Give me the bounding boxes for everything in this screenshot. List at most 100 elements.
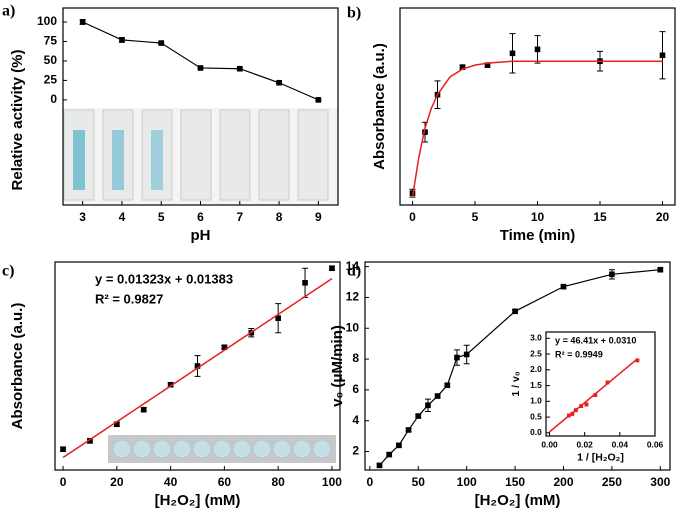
y-tick-label: 75 (44, 34, 58, 48)
data-point (119, 37, 125, 43)
x-tick-label: 5 (472, 210, 479, 224)
plot-frame (545, 331, 656, 437)
y-tick-label: 1.0 (530, 396, 542, 406)
x-tick-label: 3 (79, 210, 86, 224)
x-tick-label: 20 (656, 210, 670, 224)
series-line (411, 60, 663, 198)
data-point (197, 65, 204, 71)
data-point (221, 344, 228, 351)
series-line (82, 21, 319, 101)
x-tick-label: 20 (110, 475, 124, 489)
data-point (194, 363, 201, 369)
well (172, 439, 192, 459)
annotation: R² = 0.9949 (555, 349, 603, 359)
y-axis-title: Absorbance (a.u.) (9, 303, 26, 430)
series-line (62, 278, 333, 459)
x-tick-label: 80 (271, 475, 285, 489)
data-point (484, 62, 491, 68)
data-point (405, 427, 412, 433)
data-point (415, 413, 422, 419)
data-point (512, 308, 518, 315)
data-point (315, 97, 322, 103)
data-point (635, 358, 640, 363)
y-tick-label: 10 (346, 320, 360, 334)
plot-frame (54, 261, 341, 471)
x-tick-label: 0 (60, 475, 67, 489)
x-tick-label: 0 (366, 475, 373, 489)
blue-solution (151, 130, 163, 190)
data-point (275, 315, 281, 321)
data-point (560, 283, 567, 290)
well (152, 439, 172, 459)
x-axis-title: 1 / [H₂O₂] (577, 451, 624, 463)
well (112, 439, 132, 459)
x-tick-label: 0.02 (577, 439, 594, 449)
x-tick-label: 60 (218, 475, 232, 489)
data-point (87, 438, 93, 444)
data-point (276, 79, 282, 86)
y-axis-title: 1 / v₀ (510, 371, 522, 396)
well (312, 439, 332, 459)
x-tick-label: 0.06 (647, 439, 664, 449)
data-point (376, 462, 383, 469)
y-tick-label: 1.5 (530, 380, 542, 390)
y-tick-label: 2.0 (530, 364, 542, 374)
data-point (609, 271, 615, 278)
x-tick-label: 4 (119, 210, 126, 224)
data-point (509, 50, 516, 57)
panel-label: a) (2, 3, 15, 20)
panel: 3 4 5 6 7 8 9 0 25 50 75 100 pH Relative activity (%)… (2, 3, 339, 244)
x-tick-label: 8 (276, 210, 283, 224)
cuvette-photos (63, 108, 338, 204)
data-point (60, 446, 66, 452)
well (192, 439, 212, 459)
y-tick-label: 12 (346, 290, 360, 304)
blue-solution (112, 130, 124, 190)
x-tick-label: 0 (409, 210, 416, 224)
data-point (396, 442, 402, 449)
y-tick-label: 0 (50, 92, 57, 106)
data-point (454, 354, 460, 361)
y-tick-label: 2.5 (530, 348, 542, 358)
panel-label: d) (347, 263, 361, 280)
y-axis-title: Absorbance (a.u.) (371, 43, 388, 170)
well (232, 439, 252, 459)
annotation: y = 46.41x + 0.0310 (555, 335, 636, 345)
plot-frame (364, 261, 671, 471)
data-point (425, 402, 431, 409)
x-tick-label: 100 (322, 475, 342, 489)
data-point (570, 411, 575, 416)
x-tick-label: 150 (505, 475, 525, 489)
well (212, 439, 232, 459)
x-tick-label: 10 (531, 210, 545, 224)
x-tick-label: 6 (197, 210, 204, 224)
x-tick-label: 0.00 (541, 439, 558, 449)
well (252, 439, 272, 459)
well (272, 439, 292, 459)
data-point (140, 406, 147, 413)
blue-solution (73, 130, 85, 190)
x-tick-label: 200 (553, 475, 573, 489)
x-tick-label: 15 (593, 210, 607, 224)
series-line (549, 358, 638, 433)
x-tick-label: 100 (457, 475, 477, 489)
data-point (459, 64, 466, 70)
data-point (659, 52, 666, 59)
data-point (302, 280, 308, 286)
panel: 0.00 0.02 0.04 0.06 0.0 0.5 1.0 1.5 2.0 2.5 3.0 1 /… (510, 331, 664, 463)
data-point (434, 393, 441, 399)
cuvette (258, 109, 290, 201)
well (132, 439, 152, 459)
panel-label: c) (2, 263, 14, 280)
x-axis-title: [H₂O₂] (mM) (155, 492, 241, 509)
data-point (605, 380, 610, 385)
x-tick-label: 5 (158, 210, 165, 224)
y-tick-label: 3.0 (530, 333, 542, 343)
data-point (236, 65, 243, 72)
y-tick-label: 100 (37, 14, 57, 28)
well (292, 439, 312, 459)
data-point (534, 46, 541, 53)
y-tick-label: 6 (352, 382, 359, 396)
data-point (657, 266, 664, 273)
